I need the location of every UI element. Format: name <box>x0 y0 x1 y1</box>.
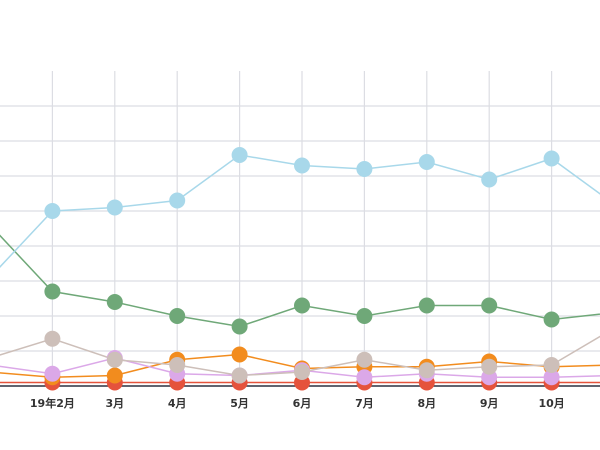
data-point[interactable] <box>356 351 373 368</box>
x-tick-label: 19年2月 <box>30 396 75 410</box>
data-point[interactable] <box>543 150 560 167</box>
data-point[interactable] <box>418 362 435 379</box>
data-point[interactable] <box>44 330 61 347</box>
series-points <box>44 147 560 391</box>
data-point[interactable] <box>356 161 373 177</box>
data-point[interactable] <box>44 283 61 300</box>
x-tick-label: 6月 <box>293 397 312 410</box>
data-point[interactable] <box>169 308 186 324</box>
data-point[interactable] <box>106 294 123 310</box>
grid <box>0 71 600 387</box>
data-point[interactable] <box>106 367 123 384</box>
data-point[interactable] <box>481 358 498 375</box>
data-point[interactable] <box>231 367 248 384</box>
data-point[interactable] <box>294 364 310 380</box>
x-tick-label: 8月 <box>417 397 436 410</box>
data-point[interactable] <box>481 171 498 188</box>
data-point[interactable] <box>356 308 373 324</box>
data-point[interactable] <box>169 357 186 373</box>
x-tick-label: 9月 <box>480 397 499 410</box>
data-point[interactable] <box>44 203 61 219</box>
data-point[interactable] <box>543 357 560 373</box>
x-axis-ticks: 1月19年2月3月4月5月6月7月8月9月10月11月 <box>30 396 565 410</box>
x-tick-label: 7月 <box>355 397 374 410</box>
x-tick-label: 10月 <box>538 397 564 410</box>
data-point[interactable] <box>294 157 310 174</box>
data-point[interactable] <box>356 369 373 386</box>
data-point[interactable] <box>169 192 186 209</box>
data-point[interactable] <box>106 351 123 368</box>
data-point[interactable] <box>481 297 498 314</box>
x-tick-label: 4月 <box>168 397 187 410</box>
data-point[interactable] <box>231 346 248 363</box>
data-point[interactable] <box>231 318 248 335</box>
series-line-0 <box>0 154 600 268</box>
data-point[interactable] <box>106 199 123 216</box>
data-point[interactable] <box>418 297 435 314</box>
data-point[interactable] <box>44 365 61 382</box>
x-tick-label: 3月 <box>105 397 124 410</box>
data-point[interactable] <box>418 154 435 170</box>
data-point[interactable] <box>231 147 248 163</box>
data-point[interactable] <box>294 297 310 314</box>
x-tick-label: 5月 <box>230 397 249 410</box>
data-point[interactable] <box>543 311 560 328</box>
data-point[interactable] <box>543 369 560 386</box>
